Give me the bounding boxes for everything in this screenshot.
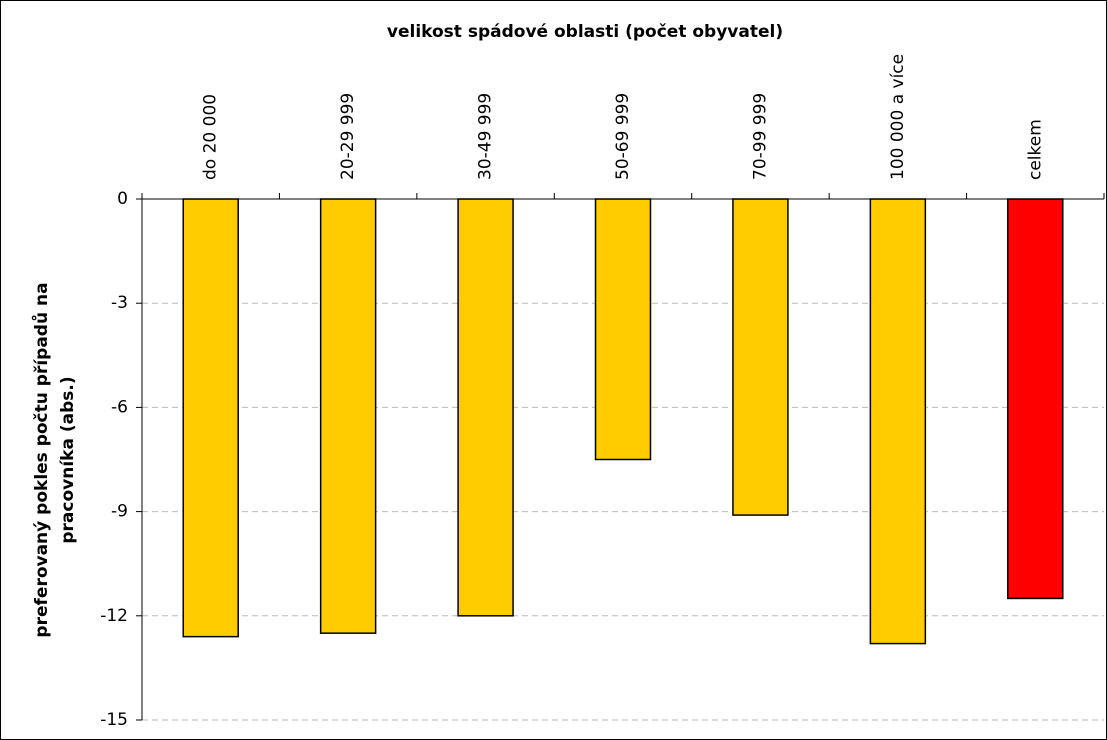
x-tick-label: 100 000 a více xyxy=(888,54,908,180)
y-tick-label: -12 xyxy=(100,606,128,626)
bar xyxy=(732,198,789,516)
x-tick-label: 20-29 999 xyxy=(338,93,358,180)
bar xyxy=(319,198,377,634)
x-tick-label: do 20 000 xyxy=(201,94,221,180)
x-tick-label: 70-99 999 xyxy=(750,93,770,180)
bar xyxy=(457,198,514,617)
y-axis-title: pracovníka (abs.) xyxy=(58,376,78,543)
y-tick-label: -6 xyxy=(111,397,128,417)
x-axis-title: velikost spádové oblasti (počet obyvatel… xyxy=(387,22,783,42)
y-tick-label: 0 xyxy=(117,189,128,209)
x-tick-label: 30-49 999 xyxy=(476,93,496,180)
y-axis-title: preferovaný pokles počtu případů na xyxy=(30,282,52,637)
bar xyxy=(594,198,652,461)
y-tick-label: -15 xyxy=(100,710,128,730)
y-tick-label: -3 xyxy=(111,293,128,313)
x-tick-label: 50-69 999 xyxy=(613,93,633,180)
bar xyxy=(869,198,927,645)
y-tick-label: -9 xyxy=(111,502,128,522)
x-tick-label: celkem xyxy=(1025,119,1045,180)
bar xyxy=(182,198,239,638)
bar xyxy=(1007,198,1064,600)
